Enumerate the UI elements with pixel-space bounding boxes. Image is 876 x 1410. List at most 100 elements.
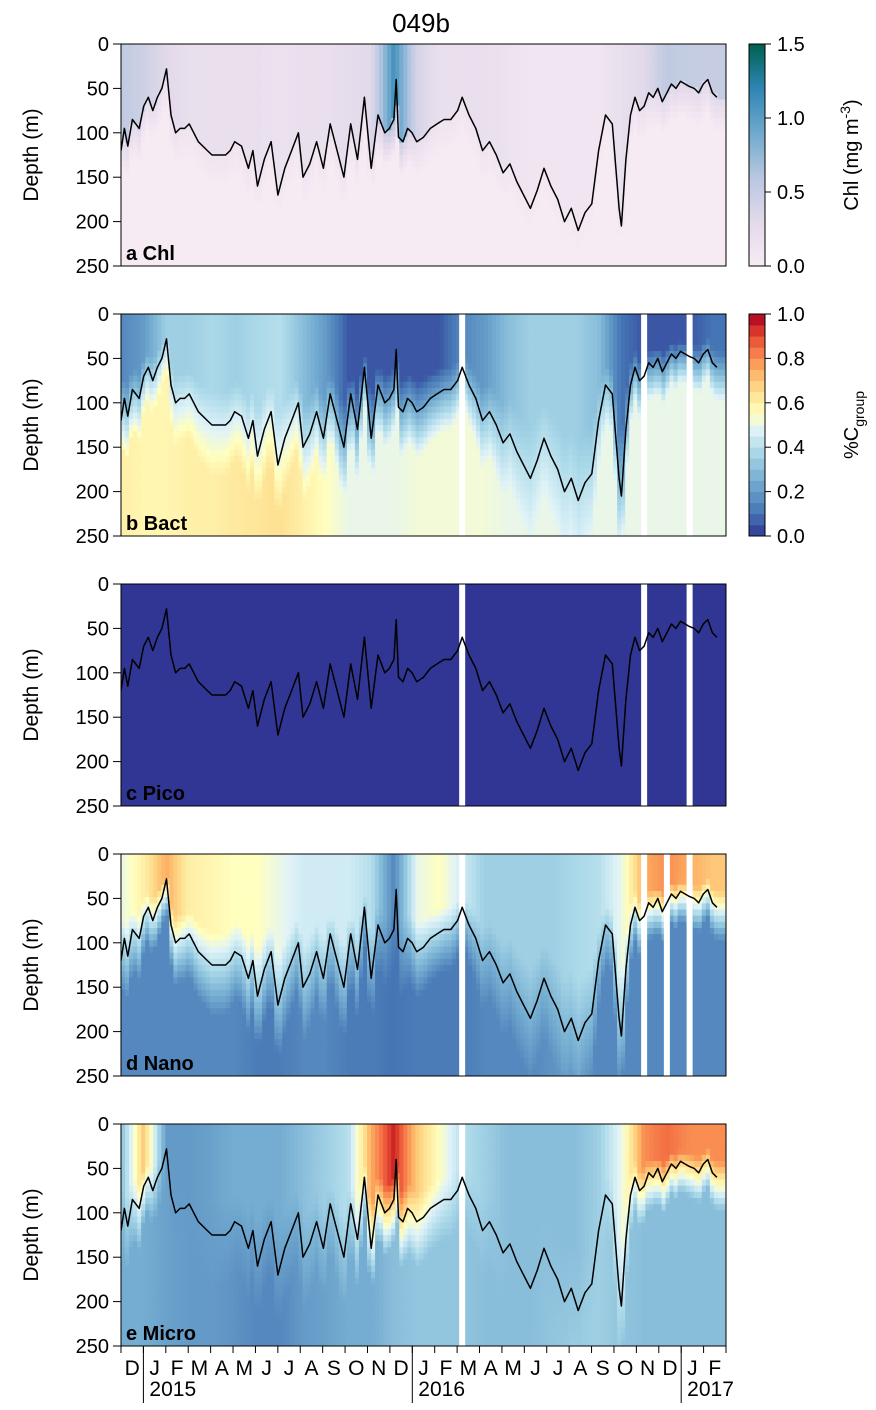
y-tick-label: 150 xyxy=(76,707,109,729)
x-tick-label: S xyxy=(327,1357,341,1380)
colorbar-tick-label: 1.0 xyxy=(777,108,805,130)
colorbar-label: Chl (mg m-3) xyxy=(837,99,863,210)
colorbar-tick-label: 0.6 xyxy=(777,393,805,415)
colorbar-tick-label: 1.0 xyxy=(777,304,805,326)
year-label: 2017 xyxy=(687,1378,734,1401)
x-tick-label: F xyxy=(439,1357,452,1380)
y-axis-label: Depth (m) xyxy=(20,108,43,201)
x-tick-label: F xyxy=(708,1357,721,1380)
x-tick-label: J xyxy=(261,1357,272,1380)
y-tick-label: 0 xyxy=(98,574,109,596)
colorbar-chl: 0.0 0.5 1.0 1.5 Chl (mg m-3) xyxy=(749,34,863,278)
panel-label: a Chl xyxy=(126,243,175,265)
colorbar-label: %Cgroup xyxy=(841,391,867,459)
y-tick-label: 0 xyxy=(98,34,109,56)
panel-label: e Micro xyxy=(126,1323,196,1345)
data-gap xyxy=(459,1124,465,1346)
x-tick-label: D xyxy=(394,1357,409,1380)
heatmap-nano xyxy=(121,854,727,1077)
heatmap-micro xyxy=(121,1124,727,1347)
y-tick-label: 0 xyxy=(98,1114,109,1136)
x-tick-label: F xyxy=(171,1357,184,1380)
x-tick-label: N xyxy=(640,1357,655,1380)
y-tick-label: 100 xyxy=(76,393,109,415)
colorbar-tick-label: 1.5 xyxy=(777,34,805,56)
x-tick-label: O xyxy=(348,1357,364,1380)
data-gap xyxy=(664,854,670,1076)
data-gap xyxy=(459,314,465,536)
y-tick-label: 200 xyxy=(76,1292,109,1314)
y-tick-label: 150 xyxy=(76,977,109,999)
x-tick-label: J xyxy=(553,1357,564,1380)
y-tick-label: 250 xyxy=(76,526,109,548)
x-tick-label: M xyxy=(504,1357,522,1380)
y-tick-label: 250 xyxy=(76,256,109,278)
figure-title: 049b xyxy=(392,8,450,38)
data-gap xyxy=(459,854,465,1076)
x-tick-label: A xyxy=(484,1357,498,1380)
x-tick-label: J xyxy=(530,1357,541,1380)
y-tick-label: 50 xyxy=(87,618,109,640)
y-axis-label: Depth (m) xyxy=(20,918,43,1011)
colorbar-tick-label: 0.0 xyxy=(777,526,805,548)
data-gap xyxy=(687,854,693,1076)
y-tick-label: 250 xyxy=(76,796,109,818)
y-tick-label: 250 xyxy=(76,1336,109,1358)
year-label: 2016 xyxy=(418,1378,465,1401)
data-gap xyxy=(687,584,693,806)
colorbar-tick-label: 0.2 xyxy=(777,482,805,504)
data-gap xyxy=(641,314,647,536)
panel-pico: 0 50 100 150 200 250 Depth (m) c Pico xyxy=(20,574,727,818)
y-axis-label: Depth (m) xyxy=(20,648,43,741)
x-tick-label: M xyxy=(235,1357,253,1380)
y-tick-label: 200 xyxy=(76,1022,109,1044)
panel-nano: 0 50 100 150 200 250 Depth (m) d Nano xyxy=(20,844,727,1088)
y-tick-label: 100 xyxy=(76,663,109,685)
x-tick-label: J xyxy=(149,1357,160,1380)
x-tick-label: N xyxy=(371,1357,386,1380)
y-axis-label: Depth (m) xyxy=(20,378,43,471)
y-tick-label: 150 xyxy=(76,1247,109,1269)
y-axis-label: Depth (m) xyxy=(20,1188,43,1281)
x-tick-label: D xyxy=(662,1357,677,1380)
y-tick-label: 0 xyxy=(98,844,109,866)
panel-label: c Pico xyxy=(126,783,185,805)
x-tick-label: S xyxy=(596,1357,610,1380)
heatmap-pico xyxy=(121,584,727,807)
data-gap xyxy=(641,854,647,1076)
y-tick-label: 50 xyxy=(87,888,109,910)
x-tick-label: O xyxy=(617,1357,633,1380)
data-gap xyxy=(459,584,465,806)
y-tick-label: 250 xyxy=(76,1066,109,1088)
panel-label: d Nano xyxy=(126,1053,194,1075)
x-tick-label: A xyxy=(573,1357,587,1380)
x-tick-label: D xyxy=(125,1357,140,1380)
x-tick-label: J xyxy=(284,1357,295,1380)
y-tick-label: 150 xyxy=(76,437,109,459)
x-tick-label: J xyxy=(687,1357,698,1380)
panel-label: b Bact xyxy=(126,513,187,535)
colorbar-tick-label: 0.5 xyxy=(777,182,805,204)
colorbar-group: 0.0 0.2 0.4 0.6 0.8 1.0 %Cgroup xyxy=(749,304,867,548)
colorbar-tick-label: 0.4 xyxy=(777,437,805,459)
x-tick-label: A xyxy=(304,1357,318,1380)
heatmap-chl xyxy=(121,44,727,267)
x-tick-label: A xyxy=(215,1357,229,1380)
data-gap xyxy=(687,314,693,536)
y-tick-label: 0 xyxy=(98,304,109,326)
y-tick-label: 50 xyxy=(87,348,109,370)
x-tick-label: M xyxy=(191,1357,209,1380)
y-tick-label: 200 xyxy=(76,752,109,774)
colorbar-tick-label: 0.8 xyxy=(777,348,805,370)
colorbar-tick-label: 0.0 xyxy=(777,256,805,278)
y-tick-label: 100 xyxy=(76,1203,109,1225)
data-gap xyxy=(641,584,647,806)
heatmap-bact xyxy=(121,314,727,537)
y-tick-label: 50 xyxy=(87,78,109,100)
y-tick-label: 100 xyxy=(76,933,109,955)
